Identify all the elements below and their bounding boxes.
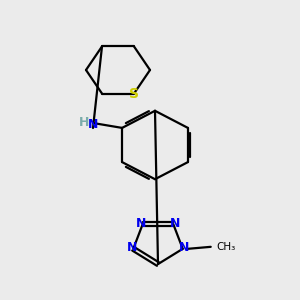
Text: S: S [129, 87, 139, 100]
Text: N: N [178, 241, 189, 254]
Text: H: H [79, 116, 89, 128]
Text: N: N [170, 217, 181, 230]
Text: N: N [127, 241, 137, 254]
Text: N: N [136, 217, 146, 230]
Text: CH₃: CH₃ [217, 242, 236, 252]
Text: N: N [88, 118, 98, 131]
